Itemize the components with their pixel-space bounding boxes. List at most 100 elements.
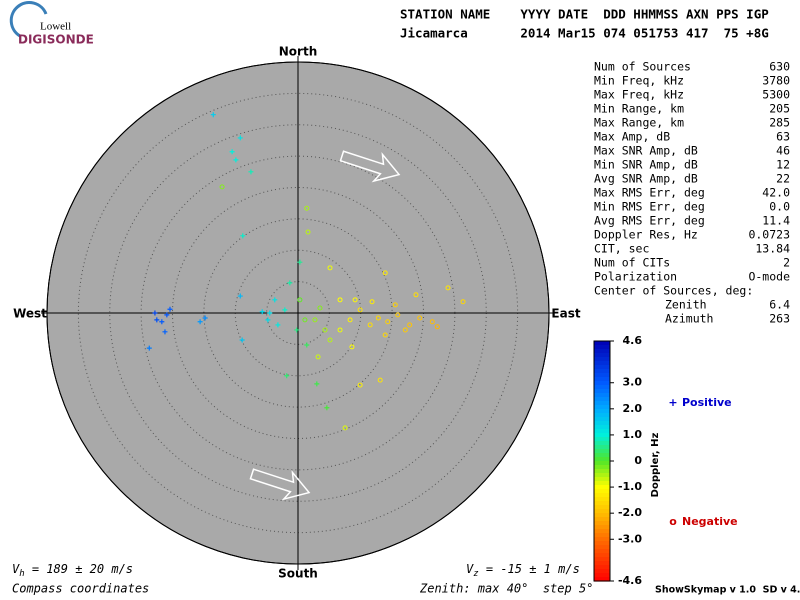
dir-east: East [551,307,580,321]
positive-point [272,297,278,303]
negative-point [377,377,383,383]
colorbar-cell [594,405,610,410]
stat-value: 46 [776,144,790,158]
negative-point [317,305,323,311]
colorbar-cell [594,381,610,386]
colorbar-cell [594,577,610,582]
negative-point [352,297,358,303]
colorbar-cell [594,465,610,470]
colorbar-label: Doppler, Hz [650,433,661,498]
positive-point [159,319,165,325]
stat-value: 5300 [762,88,790,102]
negative-point [219,184,225,190]
colorbar-cell [594,357,610,362]
colorbar-cell [594,385,610,390]
positive-point [284,373,290,379]
positive-point [229,149,235,155]
stat-value: 22 [776,172,790,186]
positive-point [233,157,239,163]
dir-south: South [278,567,318,581]
stat-value: 11.4 [762,214,790,228]
colorbar-cell [594,565,610,570]
colorbar-cell [594,481,610,486]
stat-value: 12 [776,158,790,172]
negative-point [327,337,333,343]
vz: Vz = -15 ± 1 m/s [466,562,580,579]
positive-point [239,337,245,343]
colorbar-tick-label: -3.0 [618,532,642,545]
positive-point [282,307,288,313]
stat-value: 0.0 [769,200,790,214]
zenith-note: Zenith: max 40° step 5° [419,582,593,596]
colorbar-cell [594,433,610,438]
colorbar-cell [594,417,610,422]
negative-point [337,327,343,333]
colorbar-cell [594,425,610,430]
negative-point [322,327,328,333]
colorbar-cell [594,349,610,354]
stat-label: Min SNR Amp, dB [594,158,698,172]
stat-label: Num of Sources [594,60,691,74]
center-value: 6.4 [769,298,790,312]
legend-entry: Positive [682,396,732,409]
positive-point [304,342,310,348]
colorbar-tick-label: 0 [634,454,642,467]
positive-point [314,381,320,387]
center-title: Center of Sources, deg: [594,284,753,298]
colorbar-tick-label: 3.0 [623,376,643,389]
negative-point [342,425,348,431]
colorbar-cell [594,441,610,446]
colorbar-cell [594,525,610,530]
colorbar-cell [594,397,610,402]
colorbar-cell [594,341,610,346]
negative-point [327,265,333,271]
colorbar-cell [594,505,610,510]
colorbar-tick-label: -2.0 [618,506,642,519]
positive-point [164,312,170,318]
colorbar-cell [594,401,610,406]
colorbar-cell [594,345,610,350]
negative-point [460,299,466,305]
stat-value: 3780 [762,74,790,88]
colorbar-tick-label: 2.0 [623,402,643,415]
positive-point [248,169,254,175]
negative-point [367,322,373,328]
negative-point [297,297,303,303]
logo-top: Lowell [40,21,71,33]
stat-value: O-mode [748,270,790,284]
positive-point [267,310,273,316]
negative-point [382,332,388,338]
positive-point [275,322,281,328]
stat-label: CIT, sec [594,242,649,256]
positive-point [297,259,303,265]
colorbar-cell [594,509,610,514]
vh: Vh = 189 ± 20 m/s [12,562,133,579]
flow-arrow [339,150,401,183]
stat-value: 42.0 [762,186,790,200]
negative-point [382,270,388,276]
stat-label: Avg SNR Amp, dB [594,172,698,186]
colorbar-cell [594,361,610,366]
colorbar-cell [594,545,610,550]
negative-point [304,205,310,211]
stat-label: Min Freq, kHz [594,74,684,88]
version: ShowSkymap v 1.0 SD v 4.2 [655,585,800,596]
negative-point [392,302,398,308]
colorbar-cell [594,377,610,382]
header-columns: STATION NAME YYYY DATE DDD HHMMSS AXN PP… [400,7,769,22]
stat-value: 0.0723 [748,228,790,242]
negative-point [413,292,419,298]
center-value: 263 [769,312,790,326]
colorbar-cell [594,369,610,374]
positive-point [210,112,216,118]
colorbar-cell [594,437,610,442]
colorbar-cell [594,549,610,554]
stat-label: Min RMS Err, deg [594,200,705,214]
positive-point [294,327,300,333]
positive-point [324,405,330,411]
header-values: Jicamarca 2014 Mar15 074 051753 417 75 +… [400,26,769,41]
colorbar-cell [594,469,610,474]
stat-label: Max Amp, dB [594,130,670,144]
colorbar-cell [594,389,610,394]
